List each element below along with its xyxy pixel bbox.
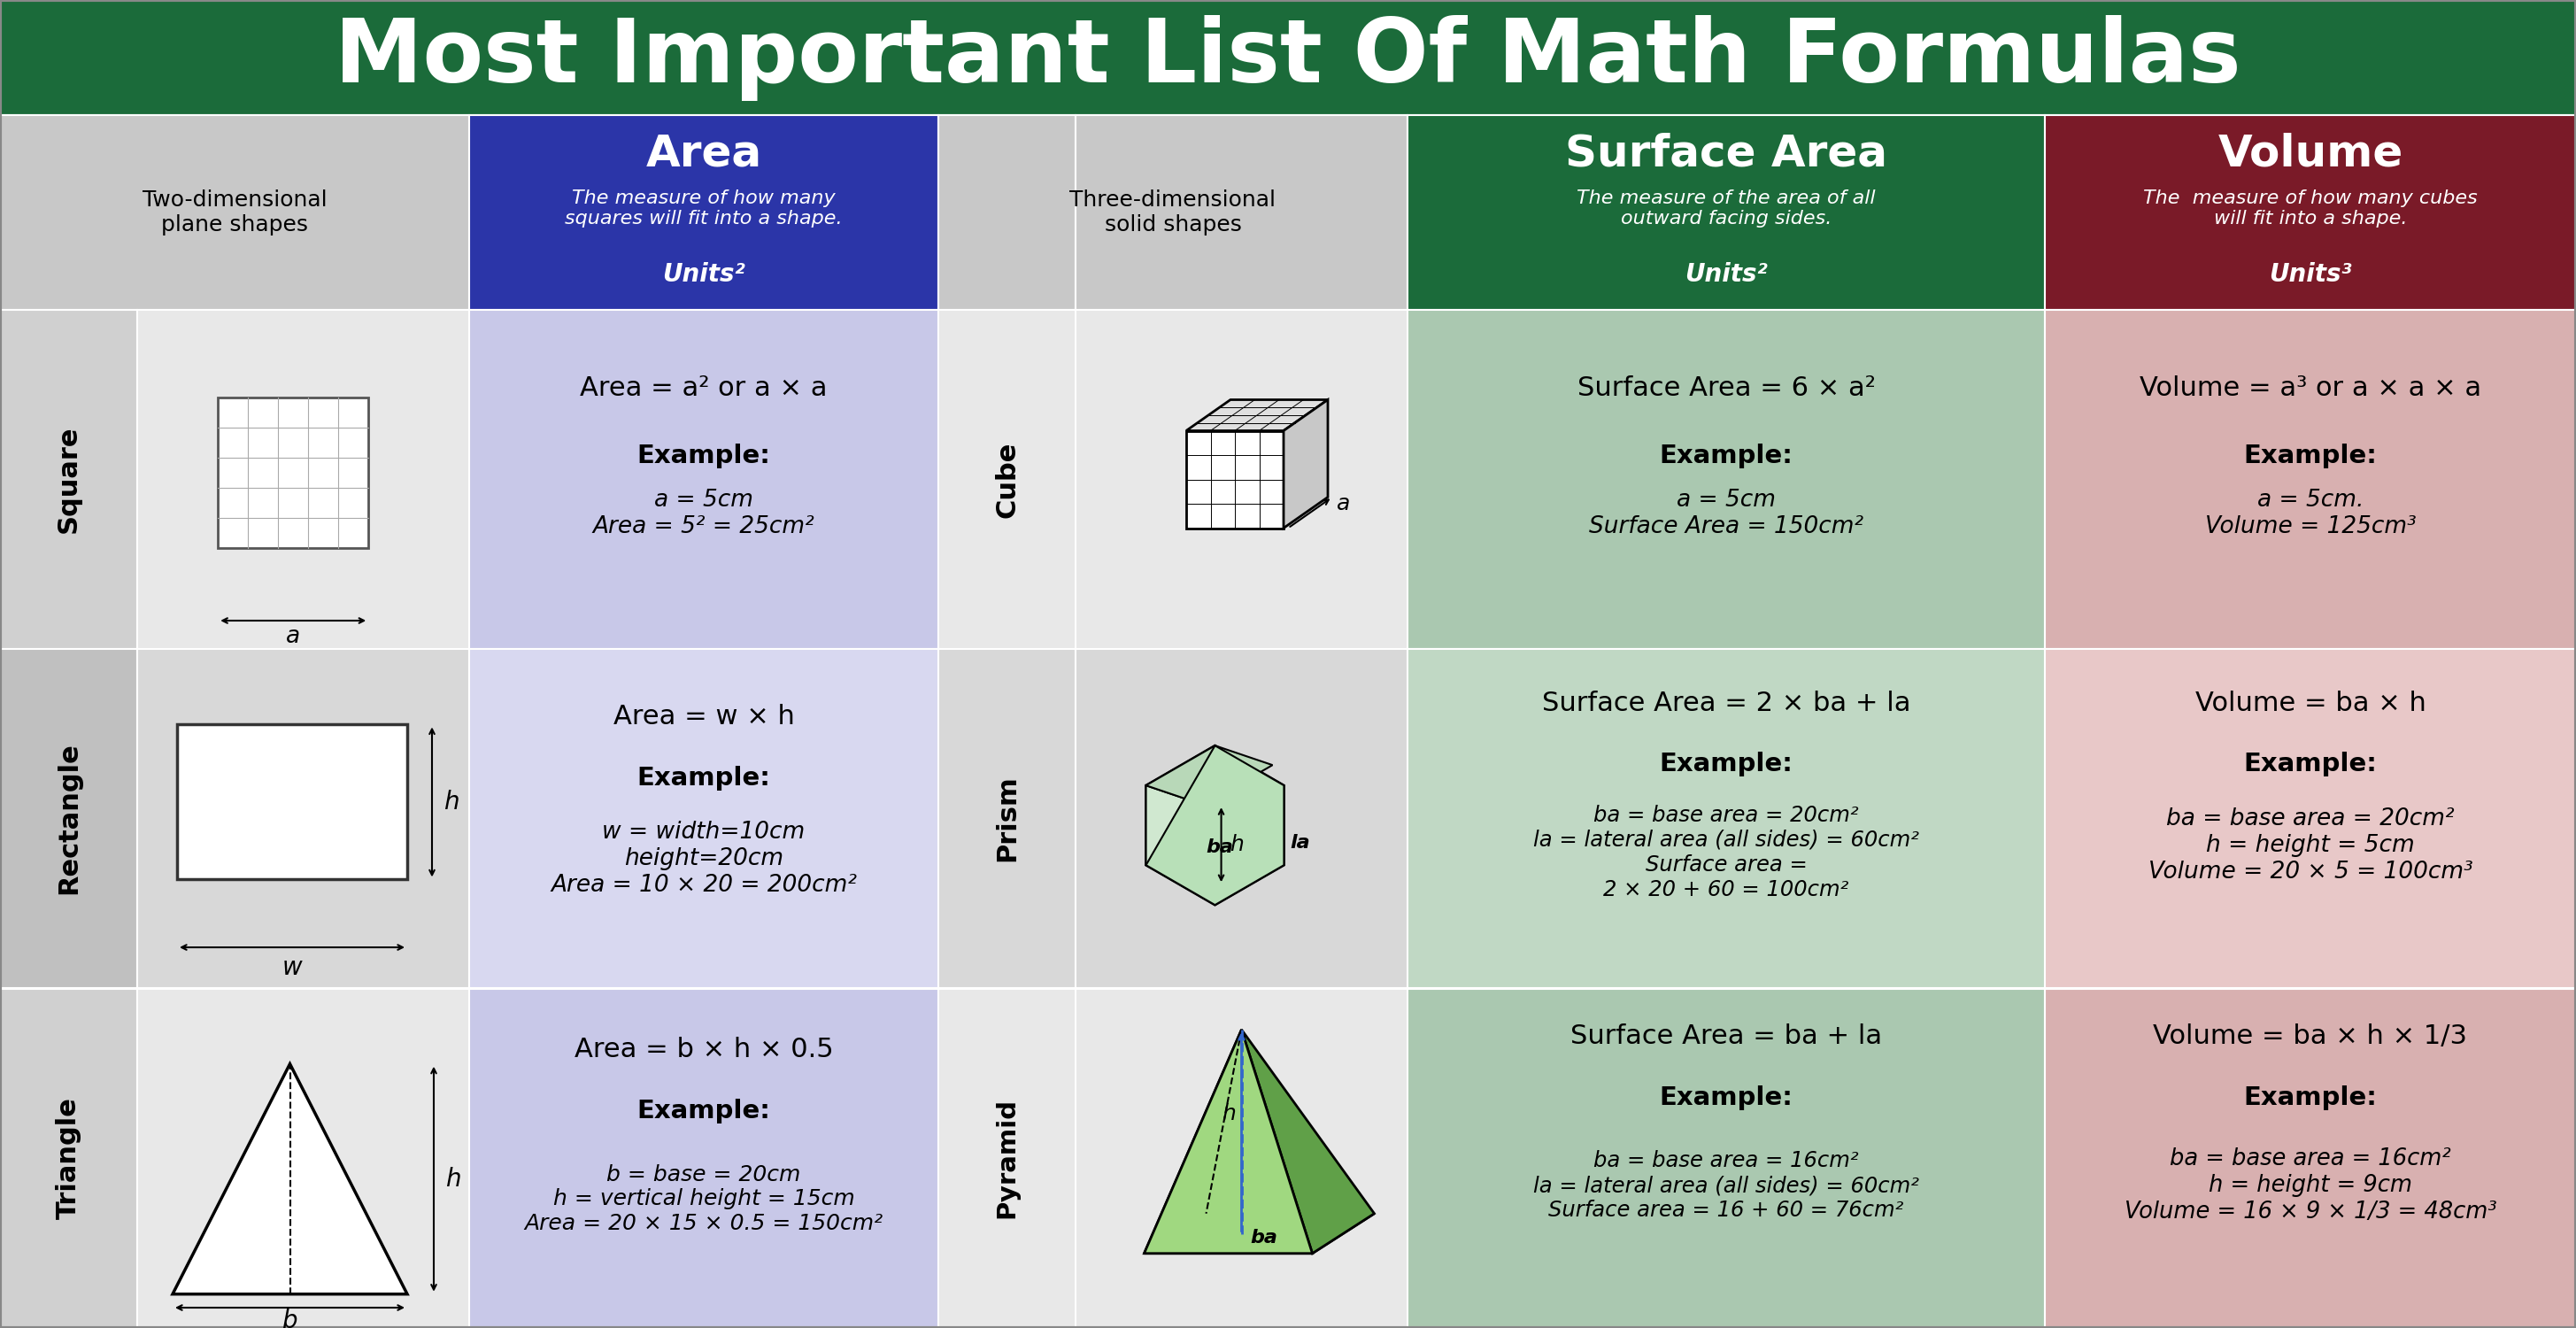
Bar (2045, 649, 2576, 988)
Polygon shape (1144, 1029, 1311, 1254)
Text: ba = base area = 16cm²
h = height = 9cm
Volume = 16 × 9 × 1/3 = 48cm³: ba = base area = 16cm² h = height = 9cm … (2125, 1147, 2496, 1223)
Text: ba: ba (1206, 838, 1234, 857)
Bar (0, 116, 469, 309)
Text: a = 5cm
Surface Area = 150cm²: a = 5cm Surface Area = 150cm² (1589, 489, 1862, 538)
Bar (938, 649, 1077, 988)
Text: Area = w × h: Area = w × h (613, 704, 793, 729)
Text: Units³: Units³ (2269, 263, 2352, 287)
Polygon shape (173, 1064, 407, 1293)
Bar (938, 309, 1077, 649)
Bar (1077, 649, 1406, 988)
Polygon shape (1185, 400, 1327, 430)
Bar (1406, 989, 2045, 1328)
Bar (2045, 116, 2576, 309)
Bar (2045, 989, 2576, 1328)
Bar (137, 649, 469, 988)
Text: Example:: Example: (636, 765, 770, 790)
Bar (469, 989, 938, 1328)
Bar (178, 725, 407, 879)
Polygon shape (1144, 1029, 1242, 1254)
Text: ba = base area = 20cm²
la = lateral area (all sides) = 60cm²
Surface area =
2 × : ba = base area = 20cm² la = lateral area… (1533, 805, 1919, 900)
Bar (0, 0, 2576, 116)
Text: The measure of the area of all
outward facing sides.: The measure of the area of all outward f… (1577, 190, 1875, 227)
Text: Prism: Prism (994, 776, 1020, 862)
Bar (469, 649, 938, 988)
Text: la: la (1291, 834, 1311, 851)
Text: Three-dimensional
solid shapes: Three-dimensional solid shapes (1069, 190, 1275, 235)
Bar (1406, 649, 2045, 988)
Polygon shape (1144, 1214, 1376, 1254)
Text: Surface Area = 2 × ba + la: Surface Area = 2 × ba + la (1543, 691, 1911, 716)
Polygon shape (1146, 745, 1273, 805)
Text: b = base = 20cm
h = vertical height = 15cm
Area = 20 × 15 × 0.5 = 150cm²: b = base = 20cm h = vertical height = 15… (526, 1163, 884, 1235)
Bar (219, 397, 368, 548)
Text: Units²: Units² (1685, 263, 1767, 287)
Text: Rectangle: Rectangle (57, 742, 82, 895)
Polygon shape (1242, 1029, 1376, 1254)
Bar (0, 309, 137, 649)
Text: Volume = ba × h: Volume = ba × h (2195, 691, 2427, 716)
Text: Volume = ba × h × 1/3: Volume = ba × h × 1/3 (2154, 1024, 2468, 1049)
Text: w = width=10cm
height=20cm
Area = 10 × 20 = 200cm²: w = width=10cm height=20cm Area = 10 × 2… (551, 821, 858, 898)
Text: Triangle: Triangle (57, 1097, 82, 1219)
Text: Surface Area = ba + la: Surface Area = ba + la (1571, 1024, 1883, 1049)
Text: Example:: Example: (2244, 1085, 2378, 1110)
Text: Example:: Example: (2244, 752, 2378, 777)
Text: h: h (1221, 1104, 1236, 1125)
Polygon shape (1146, 745, 1283, 904)
Text: Example:: Example: (1659, 1085, 1793, 1110)
Polygon shape (1283, 400, 1327, 529)
Text: Volume = a³ or a × a × a: Volume = a³ or a × a × a (2141, 374, 2481, 401)
Bar (1077, 989, 1406, 1328)
Text: h: h (1231, 834, 1244, 855)
Bar (938, 989, 1077, 1328)
Text: Example:: Example: (636, 444, 770, 467)
Bar (1406, 116, 2045, 309)
Text: h: h (446, 1166, 461, 1191)
Polygon shape (1146, 745, 1283, 904)
Text: ba: ba (1249, 1228, 1278, 1246)
Text: a = 5cm.
Volume = 125cm³: a = 5cm. Volume = 125cm³ (2205, 489, 2416, 538)
Text: Cube: Cube (994, 441, 1020, 518)
Text: Square: Square (57, 425, 82, 533)
Text: a: a (1337, 494, 1350, 515)
Bar (1185, 430, 1283, 529)
Text: Two-dimensional
plane shapes: Two-dimensional plane shapes (142, 190, 327, 235)
Text: ba = base area = 20cm²
h = height = 5cm
Volume = 20 × 5 = 100cm³: ba = base area = 20cm² h = height = 5cm … (2148, 807, 2473, 883)
Bar (1077, 309, 1406, 649)
Text: Example:: Example: (1659, 444, 1793, 467)
Text: The  measure of how many cubes
will fit into a shape.: The measure of how many cubes will fit i… (2143, 190, 2478, 227)
Text: Area = a² or a × a: Area = a² or a × a (580, 374, 827, 401)
Bar (1077, 116, 1406, 309)
Bar (469, 309, 938, 649)
Text: Example:: Example: (1659, 752, 1793, 777)
Text: The measure of how many
squares will fit into a shape.: The measure of how many squares will fit… (564, 190, 842, 227)
Text: Pyramid: Pyramid (994, 1098, 1020, 1218)
Bar (469, 116, 938, 309)
Text: Volume: Volume (2218, 133, 2403, 175)
Text: Area: Area (647, 133, 762, 175)
Text: Surface Area = 6 × a²: Surface Area = 6 × a² (1577, 374, 1875, 401)
Bar (0, 649, 137, 988)
Bar (137, 989, 469, 1328)
Text: Most Important List Of Math Formulas: Most Important List Of Math Formulas (335, 15, 2241, 101)
Bar (137, 309, 469, 649)
Polygon shape (1146, 785, 1203, 884)
Bar (2045, 309, 2576, 649)
Text: Units²: Units² (662, 263, 744, 287)
Text: Example:: Example: (636, 1098, 770, 1123)
Text: Area = b × h × 0.5: Area = b × h × 0.5 (574, 1037, 832, 1062)
Bar (938, 116, 1077, 309)
Text: a: a (286, 625, 301, 648)
Text: Surface Area: Surface Area (1566, 133, 1888, 175)
Text: Example:: Example: (2244, 444, 2378, 467)
Bar (0, 989, 137, 1328)
Text: h: h (443, 790, 459, 814)
Text: a = 5cm
Area = 5² = 25cm²: a = 5cm Area = 5² = 25cm² (592, 489, 814, 538)
Text: w: w (281, 955, 301, 980)
Text: ba = base area = 16cm²
la = lateral area (all sides) = 60cm²
Surface area = 16 +: ba = base area = 16cm² la = lateral area… (1533, 1150, 1919, 1220)
Bar (1406, 309, 2045, 649)
Text: b: b (283, 1309, 299, 1328)
